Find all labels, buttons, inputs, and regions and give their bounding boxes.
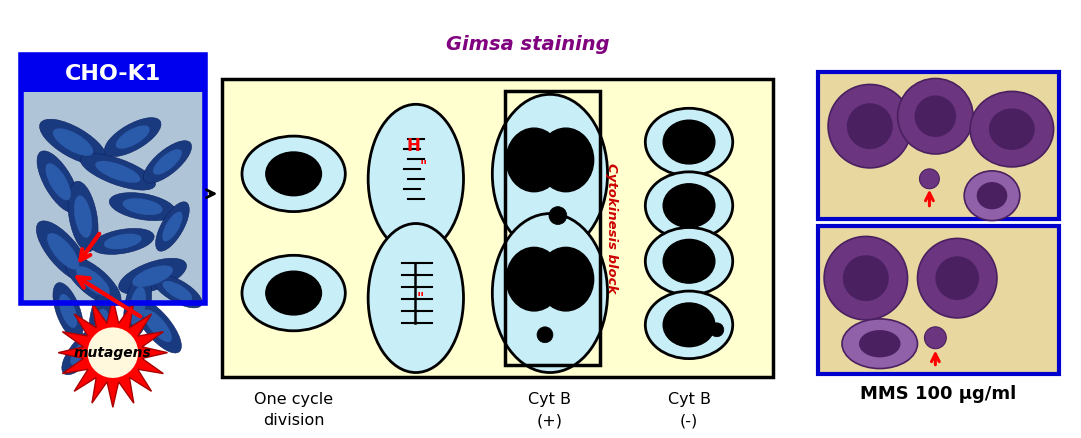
Bar — [818, 226, 1058, 374]
Ellipse shape — [162, 281, 192, 301]
Ellipse shape — [846, 103, 893, 149]
Ellipse shape — [266, 152, 321, 196]
Ellipse shape — [105, 118, 161, 156]
Ellipse shape — [537, 327, 552, 343]
Ellipse shape — [62, 327, 104, 375]
Ellipse shape — [92, 229, 155, 254]
Ellipse shape — [920, 169, 939, 189]
Ellipse shape — [977, 182, 1007, 209]
Ellipse shape — [94, 309, 111, 353]
Ellipse shape — [40, 119, 107, 165]
Ellipse shape — [964, 171, 1019, 221]
Ellipse shape — [492, 94, 608, 253]
Ellipse shape — [48, 233, 79, 270]
Ellipse shape — [688, 137, 700, 151]
Ellipse shape — [538, 247, 593, 311]
Ellipse shape — [156, 202, 189, 251]
Bar — [22, 55, 205, 92]
Ellipse shape — [538, 128, 593, 192]
Text: Cyt B
(+): Cyt B (+) — [529, 392, 572, 428]
Ellipse shape — [144, 141, 191, 183]
Ellipse shape — [506, 128, 562, 192]
Ellipse shape — [915, 95, 956, 137]
Text: One cycle
division: One cycle division — [254, 392, 333, 428]
Ellipse shape — [68, 181, 98, 252]
Ellipse shape — [663, 120, 715, 164]
Bar — [22, 92, 205, 303]
Ellipse shape — [53, 128, 93, 156]
Ellipse shape — [242, 136, 345, 212]
Ellipse shape — [130, 286, 146, 325]
Ellipse shape — [134, 299, 182, 353]
Ellipse shape — [122, 198, 162, 215]
Ellipse shape — [663, 184, 715, 227]
Text: CHO-K1: CHO-K1 — [65, 64, 161, 84]
Ellipse shape — [843, 255, 889, 301]
Ellipse shape — [59, 294, 77, 328]
Ellipse shape — [109, 193, 176, 221]
Ellipse shape — [935, 256, 979, 300]
Ellipse shape — [95, 161, 141, 183]
Ellipse shape — [663, 240, 715, 283]
Ellipse shape — [80, 154, 156, 190]
Ellipse shape — [645, 172, 733, 240]
Ellipse shape — [53, 283, 83, 339]
Ellipse shape — [116, 125, 149, 149]
Ellipse shape — [645, 227, 733, 295]
Text: ": " — [417, 291, 425, 305]
Text: Gimsa staining: Gimsa staining — [445, 35, 610, 54]
Ellipse shape — [65, 256, 121, 306]
Ellipse shape — [242, 255, 345, 331]
Ellipse shape — [710, 323, 724, 337]
Ellipse shape — [162, 212, 183, 241]
Text: ": " — [421, 159, 427, 173]
Ellipse shape — [492, 214, 608, 373]
Text: Cytokinesis block: Cytokinesis block — [605, 163, 618, 293]
Ellipse shape — [970, 92, 1054, 167]
Ellipse shape — [266, 271, 321, 315]
Ellipse shape — [924, 327, 946, 349]
Text: Cyt B
(-): Cyt B (-) — [667, 392, 710, 428]
Ellipse shape — [76, 266, 110, 296]
Bar — [818, 71, 1058, 219]
Ellipse shape — [152, 274, 202, 308]
Ellipse shape — [369, 223, 464, 373]
Ellipse shape — [506, 247, 562, 311]
Ellipse shape — [104, 233, 142, 249]
Ellipse shape — [70, 336, 96, 365]
Text: MMS 100 μg/ml: MMS 100 μg/ml — [860, 385, 1016, 403]
Ellipse shape — [37, 221, 90, 282]
Ellipse shape — [918, 238, 997, 318]
Ellipse shape — [369, 104, 464, 253]
Ellipse shape — [645, 291, 733, 359]
Text: H: H — [406, 137, 421, 155]
Bar — [222, 79, 773, 378]
Ellipse shape — [663, 303, 715, 347]
Text: mutagens: mutagens — [74, 346, 151, 360]
Ellipse shape — [859, 330, 900, 357]
Ellipse shape — [45, 163, 71, 200]
Ellipse shape — [645, 108, 733, 176]
Ellipse shape — [123, 274, 151, 338]
Ellipse shape — [989, 108, 1035, 150]
Ellipse shape — [89, 294, 117, 367]
Polygon shape — [88, 327, 138, 378]
Ellipse shape — [132, 265, 173, 287]
Ellipse shape — [37, 151, 79, 213]
Ellipse shape — [119, 258, 187, 294]
Ellipse shape — [143, 310, 172, 342]
Ellipse shape — [842, 319, 918, 368]
Bar — [505, 92, 600, 364]
Polygon shape — [58, 298, 168, 407]
Ellipse shape — [154, 149, 182, 175]
Ellipse shape — [549, 207, 566, 225]
Bar — [22, 55, 205, 303]
Ellipse shape — [824, 237, 908, 320]
Ellipse shape — [74, 195, 92, 238]
Ellipse shape — [897, 78, 973, 154]
Ellipse shape — [828, 85, 911, 168]
